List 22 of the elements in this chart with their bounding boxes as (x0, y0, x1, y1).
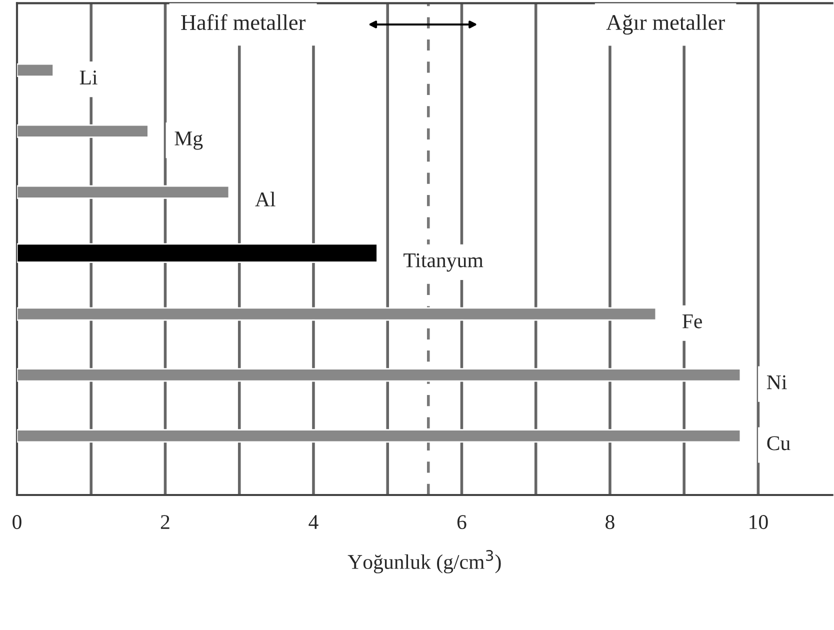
bar (17, 307, 657, 321)
x-tick-label: 0 (12, 515, 22, 530)
y-tick-label: Li (80, 70, 98, 84)
bar (17, 185, 230, 199)
x-tick-label: 10 (750, 515, 768, 530)
y-tick-label: Fe (682, 314, 702, 328)
x-tick-label: 2 (160, 515, 170, 529)
annotation: Ağır metaller (606, 14, 725, 35)
annotation: Hafif metaller (181, 14, 306, 30)
bar (17, 63, 54, 77)
x-tick-label: 6 (457, 515, 466, 530)
y-tick-label: Mg (174, 132, 203, 150)
bar (17, 429, 742, 443)
y-tick-label: Ni (766, 375, 787, 390)
x-tick-label: 8 (606, 515, 614, 530)
y-tick-label: Cu (767, 436, 790, 450)
x-tick-label: 4 (308, 515, 318, 529)
y-tick-label: Al (255, 192, 276, 206)
y-tick-label: Titanyum (404, 253, 484, 272)
x-axis-title: Yoğunluk (g/cm$^{3}$) (348, 550, 501, 574)
bar (17, 368, 742, 382)
bar (17, 124, 149, 138)
